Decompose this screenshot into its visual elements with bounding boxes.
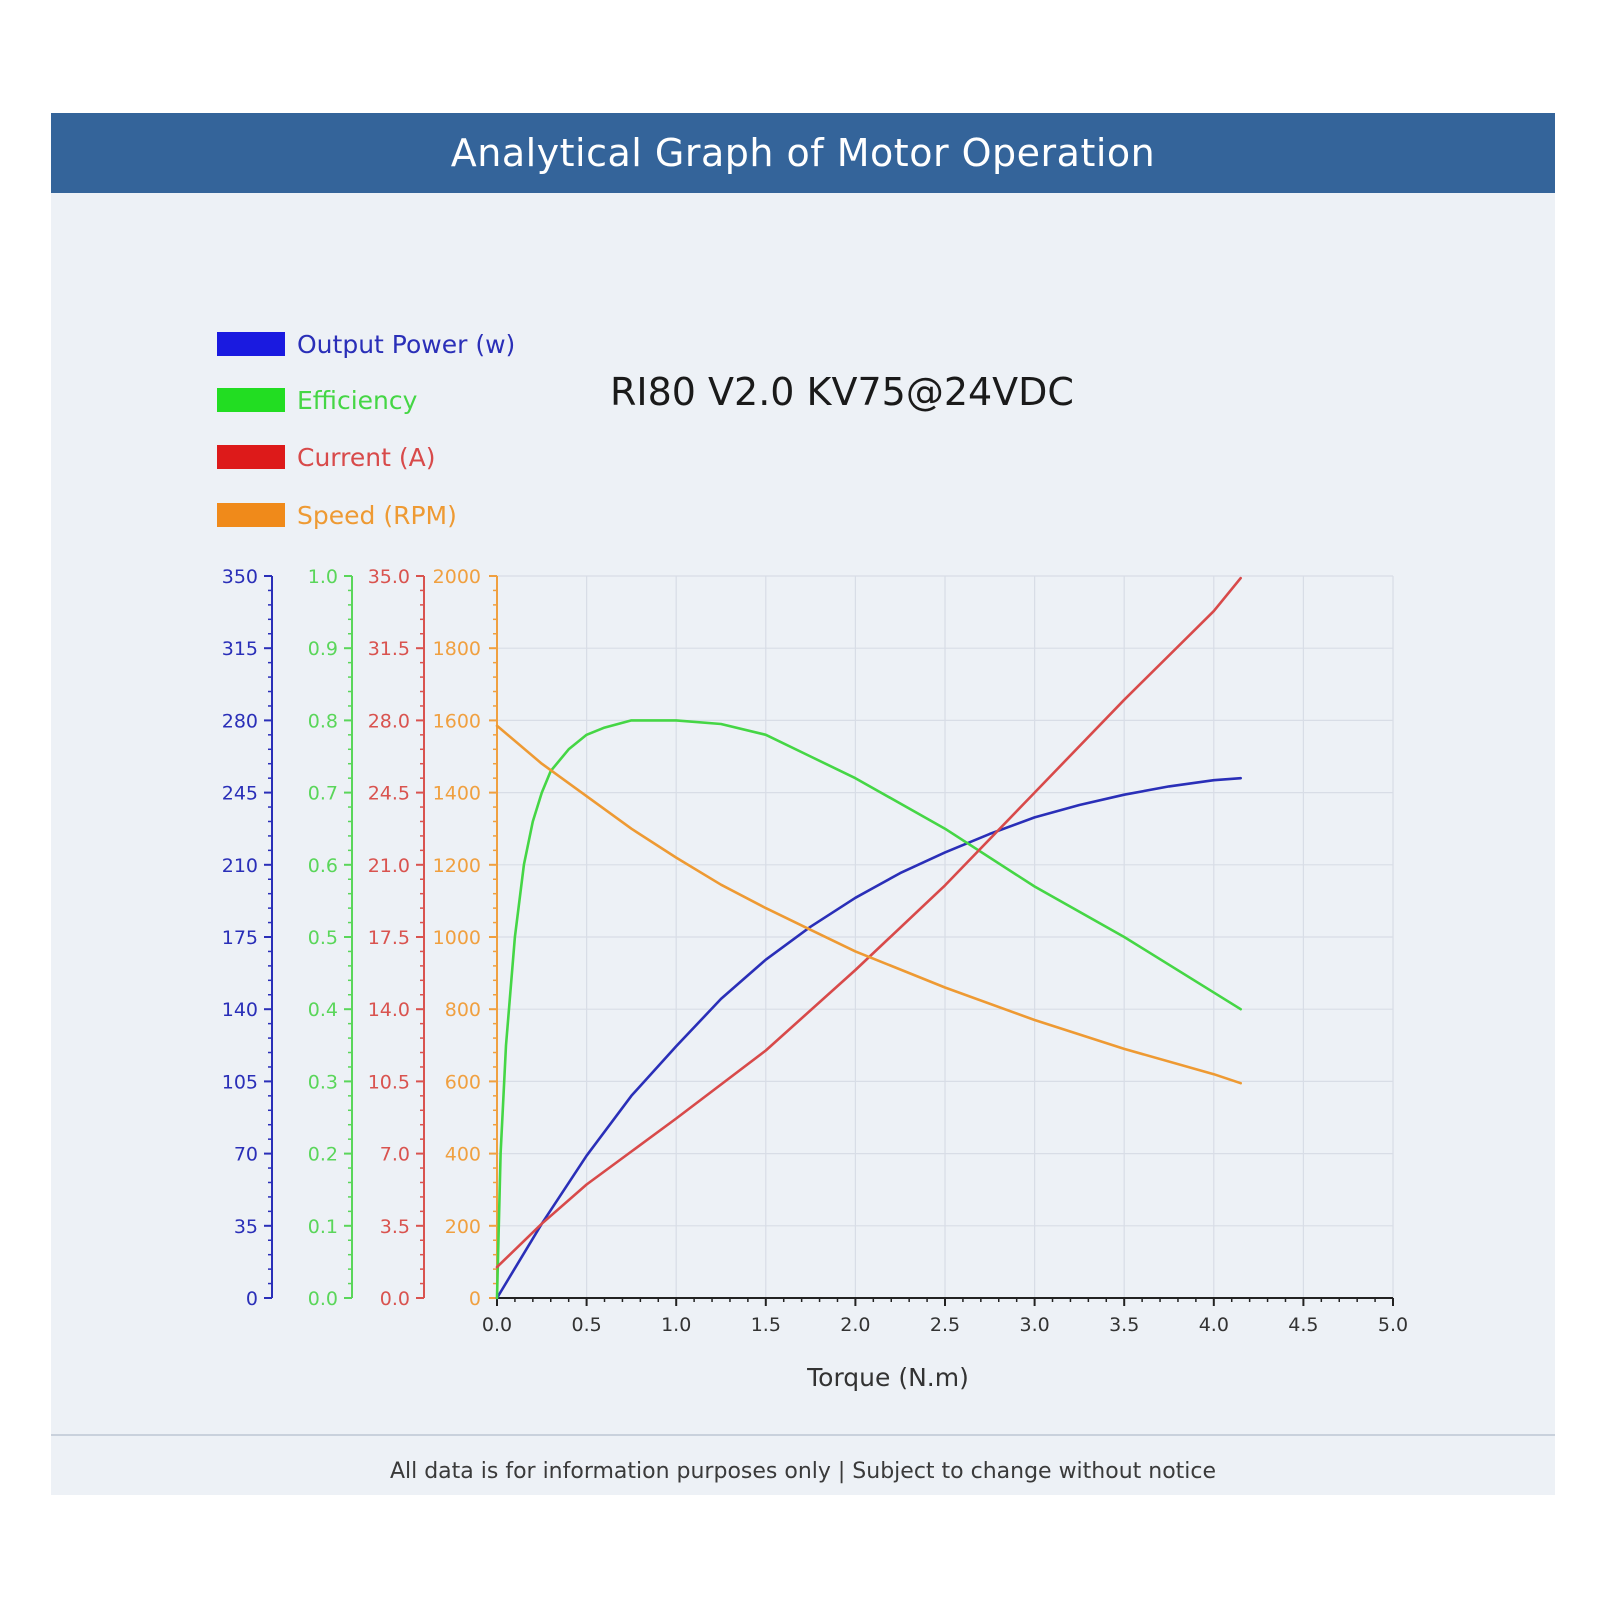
y-tick-label-power: 245 (222, 783, 258, 805)
x-tick-label: 3.0 (1019, 1314, 1049, 1336)
y-tick-label-current: 0.0 (380, 1288, 410, 1310)
y-tick-label-efficiency: 0.7 (308, 783, 338, 805)
y-tick-label-efficiency: 0.5 (308, 927, 338, 949)
y-axis-current: 0.0 3.5 7.0 10.5 14.0 17.5 21.0 24.5 28.0 31.5 35.… (368, 566, 425, 1310)
y-tick-label-efficiency: 0.6 (308, 855, 338, 877)
x-axis: 0.0 0.5 1.0 1.5 2.0 2.5 3.0 3.5 4.0 4.5 5.0 (482, 1297, 1408, 1336)
y-tick-label-power: 105 (222, 1071, 258, 1093)
y-tick-label-current: 7.0 (380, 1144, 410, 1166)
legend-item-speed: Speed (RPM) (217, 501, 457, 530)
y-tick-label-speed: 1200 (433, 855, 481, 877)
y-tick-label-power: 35 (234, 1216, 258, 1238)
y-tick-label-power: 350 (222, 566, 258, 588)
y-axis-speed: 0 200 400 600 800 1000 1200 1400 1600 1800 2000 (433, 566, 498, 1310)
y-tick-label-current: 17.5 (368, 927, 410, 949)
legend-item-power: Output Power (w) (217, 330, 515, 359)
grid (497, 575, 1394, 1298)
y-tick-label-current: 24.5 (368, 783, 410, 805)
x-tick-label: 0.0 (482, 1314, 512, 1336)
y-tick-label-power: 175 (222, 927, 258, 949)
x-tick-label: 5.0 (1378, 1314, 1408, 1336)
legend-swatch-current (217, 445, 285, 469)
y-tick-label-speed: 200 (445, 1216, 481, 1238)
x-tick-label: 2.0 (840, 1314, 870, 1336)
y-tick-label-efficiency: 0.2 (308, 1144, 338, 1166)
y-axis-efficiency: 0.0 0.1 0.2 0.3 0.4 0.5 0.6 0.7 0.8 0.9 1.0 (308, 566, 353, 1310)
series-line-current (495, 576, 1242, 1269)
y-tick-label-speed: 2000 (433, 566, 481, 588)
y-tick-label-power: 280 (222, 710, 258, 732)
legend-swatch-power (217, 332, 285, 356)
y-tick-label-current: 35.0 (368, 566, 410, 588)
y-tick-label-speed: 400 (445, 1144, 481, 1166)
y-tick-label-efficiency: 0.8 (308, 710, 338, 732)
y-tick-label-efficiency: 1.0 (308, 566, 338, 588)
y-tick-label-efficiency: 0.3 (308, 1071, 338, 1093)
x-tick-label: 0.5 (571, 1314, 601, 1336)
x-tick-label: 2.5 (930, 1314, 960, 1336)
x-tick-label: 1.0 (661, 1314, 691, 1336)
x-tick-label: 4.5 (1288, 1314, 1318, 1336)
footer-note: All data is for information purposes onl… (389, 1459, 1217, 1484)
y-tick-label-power: 140 (222, 999, 258, 1021)
y-tick-label-power: 0 (246, 1288, 258, 1310)
footer-divider (51, 1434, 1555, 1436)
x-axis-label: Torque (N.m) (806, 1363, 969, 1392)
series-lines (495, 576, 1242, 1300)
legend-label-speed: Speed (RPM) (297, 501, 457, 530)
y-tick-label-speed: 1600 (433, 710, 481, 732)
y-tick-label-speed: 1800 (433, 638, 481, 660)
y-tick-label-power: 210 (222, 855, 258, 877)
y-tick-label-power: 315 (222, 638, 258, 660)
y-tick-label-current: 10.5 (368, 1071, 410, 1093)
legend-label-efficiency: Efficiency (297, 386, 418, 415)
x-tick-label: 4.0 (1199, 1314, 1229, 1336)
y-tick-label-efficiency: 0.0 (308, 1288, 338, 1310)
y-axis-power: 0 35 70 105 140 175 210 245 280 315 350 (222, 566, 273, 1310)
y-tick-label-speed: 0 (469, 1288, 481, 1310)
y-tick-label-current: 14.0 (368, 999, 410, 1021)
y-tick-label-current: 31.5 (368, 638, 410, 660)
y-tick-label-power: 70 (234, 1144, 258, 1166)
series-line-speed (495, 724, 1242, 1085)
y-tick-label-current: 28.0 (368, 710, 410, 732)
y-tick-label-speed: 800 (445, 999, 481, 1021)
legend-swatch-efficiency (217, 388, 285, 412)
legend-item-current: Current (A) (217, 443, 435, 472)
x-tick-label: 3.5 (1109, 1314, 1139, 1336)
y-tick-label-current: 3.5 (380, 1216, 410, 1238)
series-line-power (495, 776, 1242, 1300)
y-tick-label-speed: 1000 (433, 927, 481, 949)
y-tick-label-speed: 600 (445, 1071, 481, 1093)
series-line-efficiency (495, 719, 1242, 1300)
y-tick-label-efficiency: 0.4 (308, 999, 338, 1021)
chart-panel: Analytical Graph of Motor Operation All … (51, 113, 1555, 1495)
legend: Output Power (w) Efficiency Current (A) Spe… (217, 330, 515, 530)
chart-subtitle: RI80 V2.0 KV75@24VDC (610, 370, 1074, 414)
legend-swatch-speed (217, 503, 285, 527)
y-axes: 035701051401752102452803153500.00.10.20.… (222, 566, 498, 1310)
y-tick-label-speed: 1400 (433, 783, 481, 805)
legend-label-current: Current (A) (297, 443, 435, 472)
y-tick-label-current: 21.0 (368, 855, 410, 877)
y-tick-label-efficiency: 0.1 (308, 1216, 338, 1238)
x-tick-label: 1.5 (751, 1314, 781, 1336)
legend-item-efficiency: Efficiency (217, 386, 418, 415)
page-title: Analytical Graph of Motor Operation (51, 113, 1555, 193)
legend-label-power: Output Power (w) (297, 330, 515, 359)
y-tick-label-efficiency: 0.9 (308, 638, 338, 660)
